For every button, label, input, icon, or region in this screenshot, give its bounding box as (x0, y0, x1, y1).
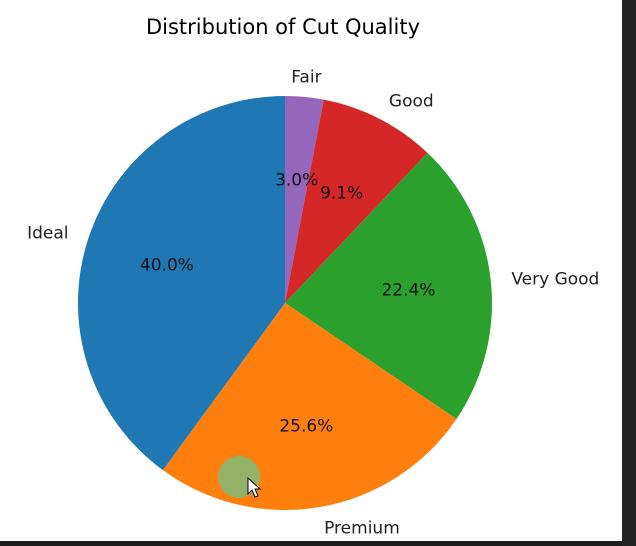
pie-slice-very-good (285, 152, 492, 419)
chart-title: Distribution of Cut Quality (146, 15, 420, 39)
pct-label-very-good: 22.4% (381, 281, 435, 301)
cursor-arrow-icon (247, 476, 262, 498)
pct-label-fair: 3.0% (275, 170, 318, 190)
chart-panel: Distribution of Cut Quality 3.0% Fair 9.1%… (0, 0, 622, 541)
window-edge (622, 0, 636, 546)
pie-slices (78, 96, 492, 510)
pct-label-premium: 25.6% (279, 416, 333, 436)
category-label-fair: Fair (291, 67, 321, 87)
pie-chart: Distribution of Cut Quality 3.0% Fair 9.1%… (27, 15, 599, 538)
pie-slice-fair (285, 96, 324, 303)
category-label-premium: Premium (324, 518, 400, 538)
pie-labels: 3.0% Fair 9.1% Good 22.4% Very Good 25.6% Premi… (27, 67, 599, 538)
category-label-good: Good (389, 91, 434, 111)
category-label-ideal: Ideal (27, 223, 68, 243)
category-label-very-good: Very Good (511, 269, 599, 289)
mouse-cursor (218, 456, 262, 498)
pct-label-good: 9.1% (320, 183, 363, 203)
pie-slice-good (285, 99, 428, 303)
pie-slice-ideal (78, 96, 285, 471)
pct-label-ideal: 40.0% (140, 255, 194, 275)
